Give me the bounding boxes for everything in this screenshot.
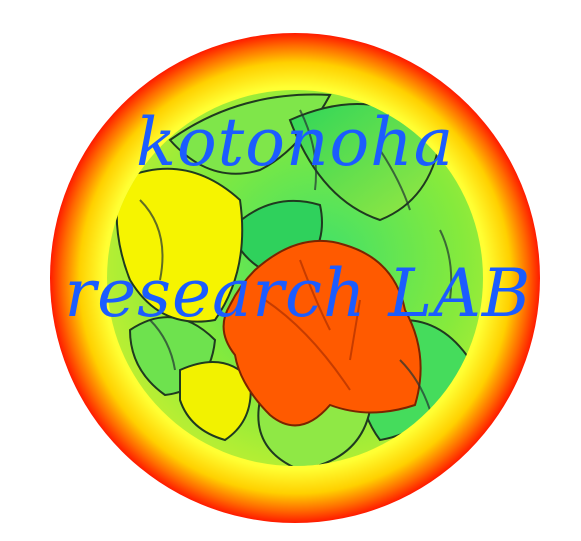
sketch-lines <box>139 109 453 411</box>
orange-leaf <box>222 239 422 427</box>
yellow-leaf <box>179 361 252 442</box>
yellow-leaf <box>115 167 244 323</box>
logo-title-line1: kotonoha <box>136 104 454 181</box>
orange-leaf-vein <box>264 259 361 391</box>
leaf-collage <box>107 90 483 466</box>
logo-title-line2: research LAB <box>65 255 532 332</box>
